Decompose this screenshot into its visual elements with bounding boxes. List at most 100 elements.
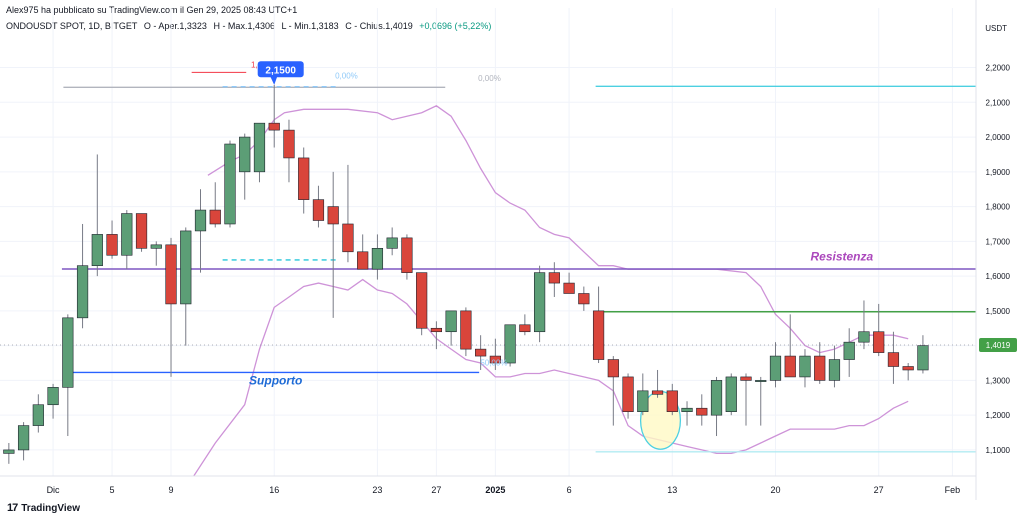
candles (3, 84, 929, 464)
candle (858, 300, 870, 350)
candle (91, 154, 103, 277)
legend-symbol[interactable]: ONDOUSDT SPOT, 1D, BITGET (6, 21, 138, 31)
candle (651, 369, 664, 398)
last-price-label: 1,4019 (986, 341, 1011, 350)
candle (563, 272, 575, 294)
x-tick-label: 13 (667, 485, 677, 495)
candle (873, 303, 885, 357)
legend-close: C - Chius.1,4019 (345, 21, 413, 31)
candle-body (3, 449, 15, 454)
candle (784, 314, 796, 378)
candle-body (725, 376, 737, 412)
candle (578, 286, 590, 311)
y-tick-label: 2,1000 (986, 98, 1011, 107)
mini-label: 1,4 (251, 61, 263, 70)
candle (799, 349, 811, 388)
candle (489, 338, 501, 370)
brand-label: TradingView (21, 502, 80, 514)
y-tick-label: 1,3000 (986, 376, 1011, 385)
candle (253, 122, 266, 183)
candle-body (283, 129, 295, 159)
candle-body (828, 359, 841, 381)
candle (902, 363, 914, 381)
candle-body (180, 230, 192, 305)
candle-body (312, 199, 325, 221)
callout-label: 2,1500 (265, 65, 296, 76)
candle-body (843, 341, 855, 360)
candle (416, 272, 428, 336)
y-tick-label: 2,0000 (986, 133, 1011, 142)
candle (342, 164, 354, 263)
y-tick-label: 2,2000 (986, 64, 1011, 73)
candle-body (76, 265, 89, 319)
candle-body (814, 355, 826, 381)
candle-body (873, 331, 885, 353)
candle (887, 331, 900, 384)
candle-body (47, 387, 59, 406)
candle (268, 84, 280, 148)
candle-body (165, 244, 177, 305)
legend-change: +0,0696 (+5,22%) (419, 21, 492, 31)
y-tick-label: 1,8000 (986, 203, 1011, 212)
candle-body (416, 272, 428, 329)
candle (62, 314, 74, 437)
candle-body (32, 404, 44, 426)
candle (283, 119, 295, 183)
candle (725, 373, 737, 416)
currency-label: USDT (985, 24, 1007, 33)
x-tick-label: 9 (169, 485, 174, 495)
candle-body (519, 324, 531, 333)
candle-body (445, 310, 457, 333)
candle (32, 394, 44, 433)
candle (121, 210, 133, 270)
candle-body (475, 348, 487, 357)
candle (504, 324, 516, 367)
candle-body (401, 237, 413, 273)
candle (386, 227, 398, 256)
candle (371, 234, 384, 280)
candle (637, 373, 649, 416)
tradingview-logo-icon: 17 (7, 502, 18, 514)
x-tick-label: 5 (110, 485, 115, 495)
candle-body (799, 355, 811, 378)
candle (106, 220, 118, 259)
candle (327, 171, 339, 318)
y-tick-label: 1,1000 (986, 446, 1011, 455)
candle-body (327, 206, 339, 225)
x-tick-label: 6 (567, 485, 572, 495)
tradingview-brand[interactable]: 17 TradingView (7, 502, 80, 514)
top-meta: Alex975 ha pubblicato su TradingView.com… (6, 5, 298, 15)
last-price-badge (979, 337, 1017, 352)
candle-body (239, 136, 251, 173)
candle (312, 185, 325, 228)
candle (592, 286, 605, 364)
candle (769, 342, 782, 388)
annotation-text-1: Supporto (249, 374, 302, 388)
candle (696, 394, 708, 426)
y-tick-label: 1,2000 (986, 411, 1011, 420)
candle (917, 335, 929, 374)
candle (740, 373, 752, 426)
candle-body (268, 122, 280, 131)
candle (460, 307, 472, 357)
candle (475, 335, 487, 370)
candle-body (91, 234, 103, 266)
candle-body (342, 223, 354, 253)
candle-body (592, 310, 605, 360)
candle-body (755, 380, 767, 382)
candle (3, 442, 15, 464)
x-tick-label: 16 (269, 485, 279, 495)
candle-body (637, 390, 649, 412)
candle (519, 314, 531, 336)
candle-body (578, 293, 590, 305)
candle-body (253, 122, 266, 173)
candle-body (298, 157, 310, 200)
candle-body (666, 390, 678, 412)
candle-body (651, 390, 664, 395)
candle (828, 345, 841, 388)
plot-area: Resistenza Supporto 0,00% 0,00% 50,00% 1,42,1… (0, 61, 976, 476)
annotation-text-2: 0,00% (335, 72, 358, 81)
y-tick-label: 1,9000 (986, 168, 1011, 177)
candle (357, 234, 369, 270)
